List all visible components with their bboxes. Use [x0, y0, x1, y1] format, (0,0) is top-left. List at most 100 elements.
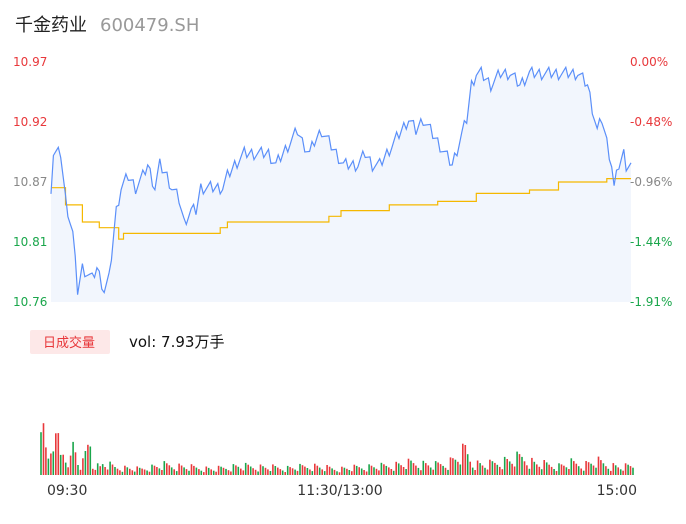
- volume-bar: [595, 467, 597, 475]
- volume-bar: [343, 467, 346, 475]
- volume-bar: [629, 466, 632, 475]
- volume-bar: [501, 469, 504, 475]
- volume-bar: [299, 463, 301, 475]
- volume-bar: [306, 468, 309, 475]
- volume-bar: [479, 463, 481, 475]
- volume-bar: [136, 466, 138, 475]
- volume-badge-label: 日成交量: [43, 335, 95, 351]
- volume-bar: [178, 463, 180, 475]
- volume-bar: [257, 471, 259, 475]
- volume-bar: [582, 470, 585, 475]
- volume-bar: [64, 462, 67, 475]
- volume-bar: [227, 470, 230, 475]
- volume-bar: [170, 467, 173, 475]
- volume-bar: [126, 467, 129, 475]
- volume-bar: [304, 466, 306, 475]
- volume-bar: [111, 464, 114, 475]
- volume-bar: [222, 467, 225, 475]
- volume-bar: [383, 464, 385, 475]
- volume-bar: [279, 469, 282, 475]
- volume-bar: [220, 466, 222, 475]
- volume-bar: [101, 464, 104, 475]
- volume-bar: [84, 451, 87, 475]
- volume-bar: [363, 470, 365, 475]
- volume-bar: [417, 467, 420, 475]
- volume-bar: [471, 467, 474, 475]
- volume-bar: [392, 470, 395, 475]
- volume-bar: [121, 471, 124, 475]
- volume-bar: [314, 463, 316, 475]
- percent-axis: 0.00% -0.48% -0.96% -1.44% -1.91%: [630, 55, 672, 309]
- volume-bar: [405, 469, 407, 475]
- volume-bar: [240, 468, 242, 475]
- volume-bar: [543, 460, 545, 475]
- volume-bar: [217, 465, 220, 475]
- volume-bar: [565, 467, 568, 475]
- volume-bar: [481, 465, 484, 475]
- volume-bar: [151, 464, 153, 475]
- volume-bar: [207, 467, 210, 475]
- volume-bar: [516, 451, 518, 475]
- volume-bar: [469, 461, 471, 475]
- volume-bar: [624, 463, 627, 475]
- volume-bar: [540, 469, 543, 475]
- volume-bar: [116, 468, 119, 475]
- volume-bar: [489, 459, 491, 475]
- volume-bar: [457, 461, 459, 475]
- volume-bar: [496, 464, 499, 475]
- volume-bar: [476, 460, 479, 475]
- volume-bar: [203, 472, 205, 475]
- volume-bar: [523, 461, 526, 475]
- volume-bar: [106, 469, 109, 475]
- volume-bar: [351, 471, 353, 475]
- volume-bar: [605, 466, 607, 475]
- volume-bar: [338, 472, 341, 475]
- volume-bar: [622, 470, 624, 475]
- stock-code: 600479.SH: [100, 15, 199, 36]
- average-price-line: [51, 178, 631, 240]
- volume-bar: [74, 452, 77, 475]
- volume-bar: [550, 466, 553, 475]
- volume-bar: [158, 468, 161, 475]
- volume-bar: [617, 467, 619, 475]
- volume-bar: [449, 457, 452, 475]
- volume-bar: [104, 467, 106, 475]
- volume-bar: [513, 466, 516, 475]
- volume-bar: [385, 465, 388, 475]
- volume-bar: [575, 463, 578, 475]
- volume-bar: [597, 456, 600, 475]
- volume-bar: [59, 454, 62, 475]
- volume-bar: [79, 469, 82, 475]
- volume-bar: [252, 468, 254, 475]
- volume-bar: [272, 464, 274, 475]
- stock-name: 千金药业: [15, 15, 87, 36]
- volume-bar: [555, 471, 558, 475]
- volume-bar: [420, 470, 422, 475]
- percent-tick-label: -0.48%: [630, 115, 672, 129]
- volume-bar: [375, 468, 378, 475]
- volume-bar: [462, 443, 464, 475]
- time-tick-label: 15:00: [597, 483, 637, 499]
- volume-bar: [454, 459, 457, 475]
- volume-bar: [390, 469, 393, 475]
- volume-bar: [407, 458, 410, 475]
- volume-bar: [333, 469, 336, 475]
- volume-bar: [360, 468, 363, 475]
- volume-bar: [52, 451, 55, 475]
- time-axis: 09:30 11:30/13:00 15:00: [47, 483, 637, 499]
- volume-bar: [244, 462, 247, 475]
- percent-tick-label: -1.44%: [630, 235, 672, 249]
- volume-bar: [296, 470, 299, 475]
- volume-bar: [632, 467, 634, 475]
- volume-bar: [156, 467, 158, 475]
- volume-bar: [247, 464, 249, 475]
- volume-bar: [40, 432, 42, 475]
- volume-bar: [316, 465, 319, 475]
- volume-bar: [230, 471, 232, 475]
- volume-bar: [198, 469, 200, 475]
- price-panel: 10.97 10.92 10.87 10.81 10.76 0.00% -0.48% -0.…: [13, 55, 672, 309]
- volume-bar: [558, 463, 560, 475]
- volume-bar: [45, 447, 47, 475]
- volume-bar: [92, 468, 94, 475]
